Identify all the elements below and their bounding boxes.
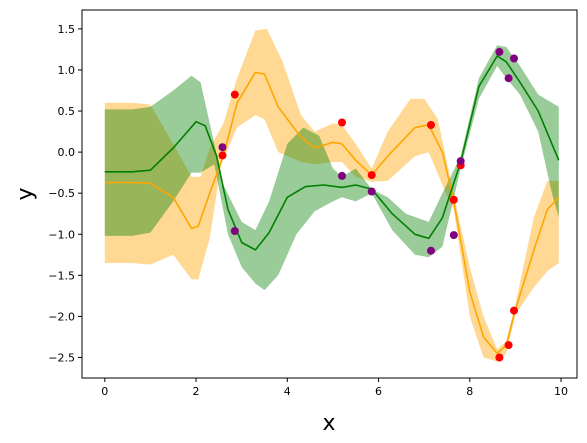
observation-points bbox=[218, 47, 518, 362]
green-confidence-band bbox=[104, 45, 559, 291]
red-data-point bbox=[449, 195, 458, 204]
plot-frame bbox=[81, 9, 578, 379]
y-tick-label: 0.5 bbox=[58, 105, 76, 118]
x-axis-label: x bbox=[322, 411, 335, 436]
y-tick-label: −2.0 bbox=[48, 310, 75, 323]
confidence-bands bbox=[104, 28, 559, 362]
red-data-point bbox=[510, 306, 518, 315]
purple-data-point bbox=[495, 47, 504, 56]
red-data-point bbox=[504, 341, 513, 350]
y-tick-label: −1.0 bbox=[48, 228, 75, 241]
purple-data-point bbox=[427, 246, 435, 255]
x-tick-label: 0 bbox=[101, 385, 108, 398]
y-tick-label: −1.5 bbox=[48, 269, 75, 282]
x-tick-label: 10 bbox=[554, 385, 568, 398]
red-data-point bbox=[338, 118, 346, 127]
red-data-point bbox=[218, 151, 227, 160]
x-tick-label: 2 bbox=[193, 385, 200, 398]
green-mean-line bbox=[104, 55, 560, 251]
x-tick-label: 6 bbox=[375, 385, 382, 398]
purple-data-point bbox=[449, 231, 458, 240]
purple-data-point bbox=[230, 227, 239, 235]
y-tick-label: 0.0 bbox=[58, 146, 76, 159]
red-data-point bbox=[230, 90, 239, 99]
y-tick-label: 1.0 bbox=[58, 64, 76, 77]
purple-data-point bbox=[367, 187, 376, 196]
red-data-point bbox=[495, 353, 504, 362]
x-tick-label: 4 bbox=[284, 385, 291, 398]
orange-confidence-band bbox=[104, 28, 559, 362]
y-tick-label: 1.5 bbox=[58, 23, 76, 36]
y-tick-label: −2.5 bbox=[48, 351, 75, 364]
y-axis-label: y bbox=[13, 187, 38, 200]
mean-lines bbox=[104, 55, 560, 355]
x-tick-label: 8 bbox=[466, 385, 473, 398]
red-data-point bbox=[427, 121, 435, 129]
y-axis-ticks: 1.5 1.0 0.5 0.0 −0.5 −1.0 −1.5 −2.0 −2.5 bbox=[48, 23, 82, 364]
y-tick-label: −0.5 bbox=[48, 187, 75, 200]
orange-mean-line bbox=[104, 71, 560, 355]
purple-data-point bbox=[510, 54, 518, 63]
purple-data-point bbox=[218, 143, 227, 152]
x-axis-ticks: 0 2 4 6 8 10 bbox=[101, 378, 568, 398]
red-data-point bbox=[367, 171, 376, 180]
purple-data-point bbox=[504, 74, 513, 83]
purple-data-point bbox=[338, 171, 346, 180]
purple-data-point bbox=[456, 157, 465, 166]
